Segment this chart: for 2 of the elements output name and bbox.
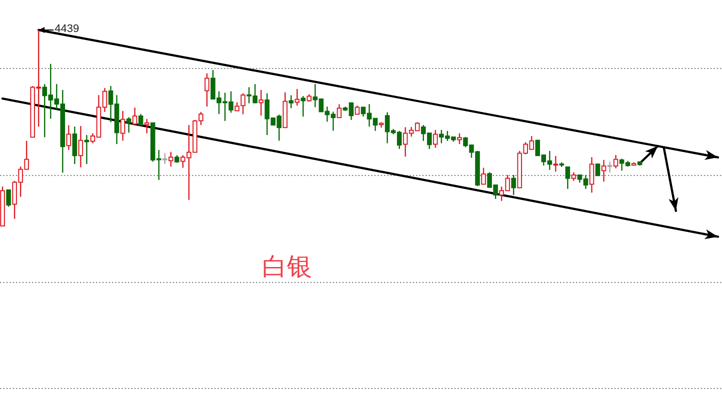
text: 白银: [262, 253, 312, 281]
annotation: 4439: [54, 23, 80, 35]
